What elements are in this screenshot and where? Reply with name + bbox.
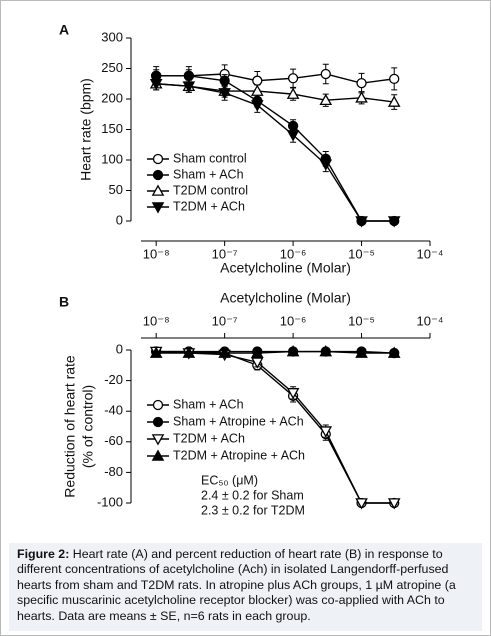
marker (149, 78, 163, 91)
marker (218, 88, 231, 100)
panel-label: A (59, 22, 69, 38)
y-tick-label: 50 (109, 182, 123, 197)
marker (149, 346, 163, 358)
x-tick-label: 10⁻⁵ (348, 313, 375, 328)
annotation: 2.4 ± 0.2 for Sham (201, 488, 304, 502)
marker (182, 81, 196, 93)
marker (219, 75, 230, 86)
marker (286, 344, 300, 357)
marker (389, 73, 400, 85)
legend-label: T2DM + ACh (173, 431, 245, 445)
y-tick-label: 200 (101, 90, 123, 105)
legend-label: Sham control (173, 151, 247, 165)
y-tick-label: 0 (116, 341, 123, 356)
marker (355, 91, 368, 103)
x-axis-label: Acetylcholine (Molar) (220, 290, 351, 306)
marker (387, 498, 401, 510)
marker (286, 388, 300, 400)
marker (151, 434, 165, 446)
marker (319, 344, 333, 357)
marker (152, 416, 164, 428)
marker (286, 87, 300, 99)
y-tick-label: -60 (104, 433, 123, 448)
series-line (156, 73, 395, 84)
panel-label: B (59, 294, 69, 310)
marker (218, 346, 231, 358)
legend-label: T2DM + Atropine + ACh (173, 448, 305, 462)
marker (355, 346, 368, 358)
marker (387, 346, 401, 358)
y-tick-label: 300 (101, 29, 123, 44)
marker (250, 100, 264, 112)
x-tick-label: 10⁻⁴ (417, 246, 444, 261)
marker (355, 216, 368, 228)
charts: A 0 50 100 150 200 250 300 10⁻⁸ 10⁻⁷ 10⁻⁶ 10⁻⁵ 10⁻⁴ A… (59, 22, 444, 518)
marker (319, 159, 333, 171)
x-tick-label: 10⁻⁵ (348, 246, 375, 261)
x-tick-label: 10⁻⁷ (212, 313, 238, 328)
caption-label: Figure 2: (17, 547, 70, 561)
y-axis-label: Reduction of heart rate (62, 355, 78, 498)
x-tick-label: 10⁻⁸ (143, 313, 170, 328)
y-axis-label: (% of control) (80, 385, 96, 468)
y-tick-label: -20 (104, 372, 123, 387)
marker (151, 184, 165, 196)
y-tick-label: -40 (104, 403, 123, 418)
marker (319, 426, 333, 438)
marker (252, 75, 263, 86)
marker (250, 346, 264, 358)
x-tick-label: 10⁻⁴ (417, 313, 444, 328)
marker (152, 169, 164, 181)
marker (356, 77, 367, 89)
y-tick-label: -100 (97, 494, 123, 509)
x-tick-label: 10⁻⁷ (212, 246, 238, 261)
marker (152, 153, 164, 165)
marker (250, 357, 264, 369)
marker (320, 68, 331, 80)
marker (387, 216, 401, 228)
x-tick-label: 10⁻⁸ (143, 246, 170, 261)
caption-text: Heart rate (A) and percent reduction of … (17, 547, 456, 623)
legend-label: T2DM control (173, 183, 248, 197)
marker (183, 70, 194, 81)
caption: Figure 2: Heart rate (A) and percent red… (9, 543, 482, 631)
y-tick-label: -80 (104, 464, 123, 479)
marker (355, 498, 368, 510)
y-tick-label: 0 (116, 212, 123, 227)
y-tick-label: 250 (101, 60, 123, 75)
marker (387, 95, 401, 107)
x-tick-label: 10⁻⁶ (280, 313, 307, 328)
legend-label: Sham + ACh (173, 167, 244, 181)
legend-label: T2DM + ACh (173, 199, 245, 213)
series-line (156, 83, 395, 222)
annotation: 2.3 ± 0.2 for T2DM (201, 503, 305, 517)
x-tick-label: 10⁻⁶ (280, 246, 307, 261)
y-tick-label: 100 (101, 151, 123, 166)
marker (287, 73, 299, 84)
y-tick-label: 150 (101, 121, 123, 136)
annotation: EC₅₀ (μM) (201, 473, 258, 487)
x-axis-label: Acetylcholine (Molar) (220, 260, 351, 276)
legend-label: Sham + ACh (173, 397, 244, 411)
legend-label: Sham + Atropine + ACh (173, 414, 304, 428)
marker (152, 399, 164, 411)
series-line (156, 350, 395, 354)
y-axis-label: Heart rate (bpm) (78, 78, 94, 181)
marker (182, 346, 196, 358)
marker (319, 93, 333, 106)
marker (151, 449, 165, 461)
marker (286, 130, 300, 142)
series-line (156, 350, 395, 354)
marker (151, 202, 165, 214)
marker (250, 84, 264, 96)
